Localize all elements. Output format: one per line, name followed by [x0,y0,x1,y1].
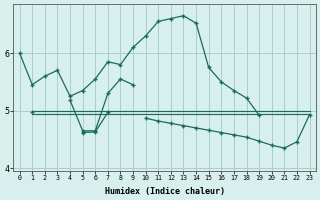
X-axis label: Humidex (Indice chaleur): Humidex (Indice chaleur) [105,187,225,196]
